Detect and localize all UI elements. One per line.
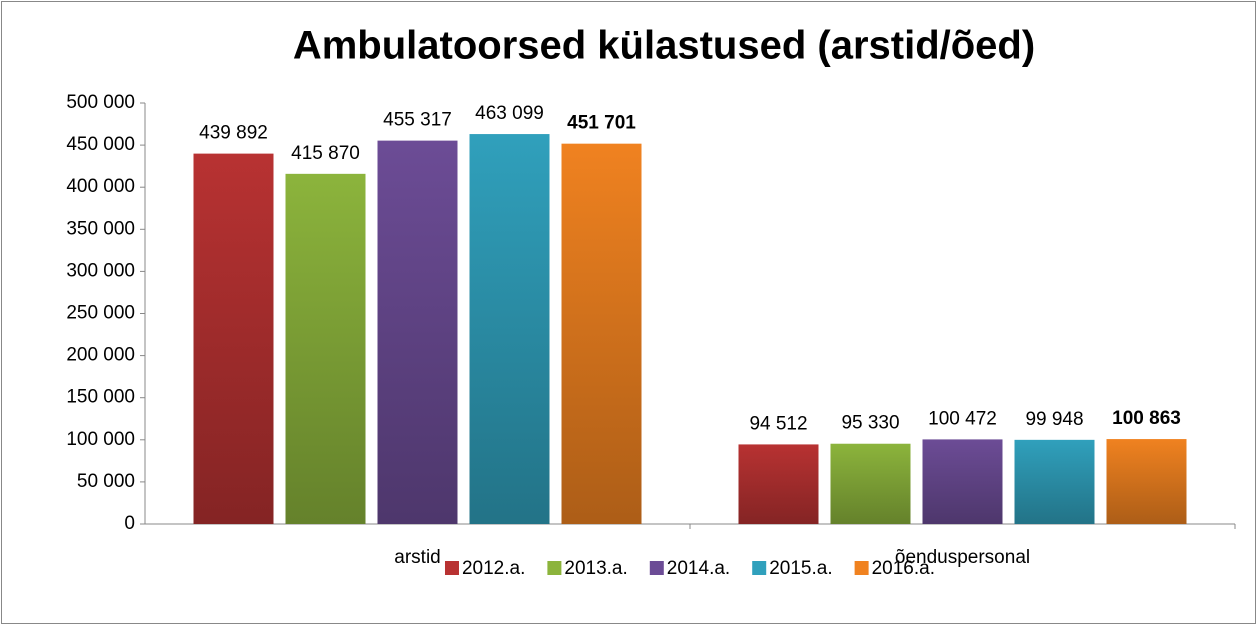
x-tick-label: õenduspersonal [895,547,1030,568]
bar [830,443,911,524]
data-label: 100 472 [928,408,997,429]
bar [561,143,642,524]
y-tick-label: 250 000 [66,303,135,324]
data-label: 94 512 [749,413,807,434]
chart-title: Ambulatoorsed külastused (arstid/õed) [293,24,1035,68]
data-label: 95 330 [841,413,899,434]
y-tick-label: 450 000 [66,134,135,155]
legend-swatch [752,561,767,575]
y-tick-label: 350 000 [66,218,135,239]
legend-label: 2014.a. [667,558,730,579]
bar [377,140,458,524]
data-label: 415 870 [291,143,360,164]
legend: 2012.a. 2013.a. 2014.a. 2015.a. 2016.a. [444,558,935,579]
y-tick-label: 100 000 [66,429,135,450]
legend-label: 2015.a. [769,558,832,579]
legend-label: 2016.a. [872,558,935,579]
y-tick-label: 500 000 [66,92,135,113]
bar [922,439,1003,524]
bar [469,134,550,524]
legend-swatch [444,561,459,575]
x-tick-label: arstid [394,547,440,568]
bar [738,444,819,524]
data-label: 463 099 [475,103,544,124]
data-label: 99 948 [1025,409,1083,430]
legend-label: 2013.a. [564,558,627,579]
data-label: 439 892 [199,123,268,144]
y-tick-label: 200 000 [66,345,135,366]
bar [1014,439,1095,524]
legend-swatch [649,561,664,575]
data-label: 100 863 [1112,408,1181,429]
y-tick-label: 150 000 [66,387,135,408]
y-tick-label: 50 000 [77,471,135,492]
y-tick-label: 0 [124,513,135,534]
data-label: 455 317 [383,110,452,131]
legend-swatch [547,561,562,575]
y-tick-label: 300 000 [66,260,135,281]
legend-swatch [854,561,869,575]
data-label: 451 701 [567,113,636,134]
bar [285,173,366,524]
bar [1106,439,1187,524]
bar [193,153,274,524]
legend-label: 2012.a. [462,558,525,579]
y-tick-label: 400 000 [66,176,135,197]
